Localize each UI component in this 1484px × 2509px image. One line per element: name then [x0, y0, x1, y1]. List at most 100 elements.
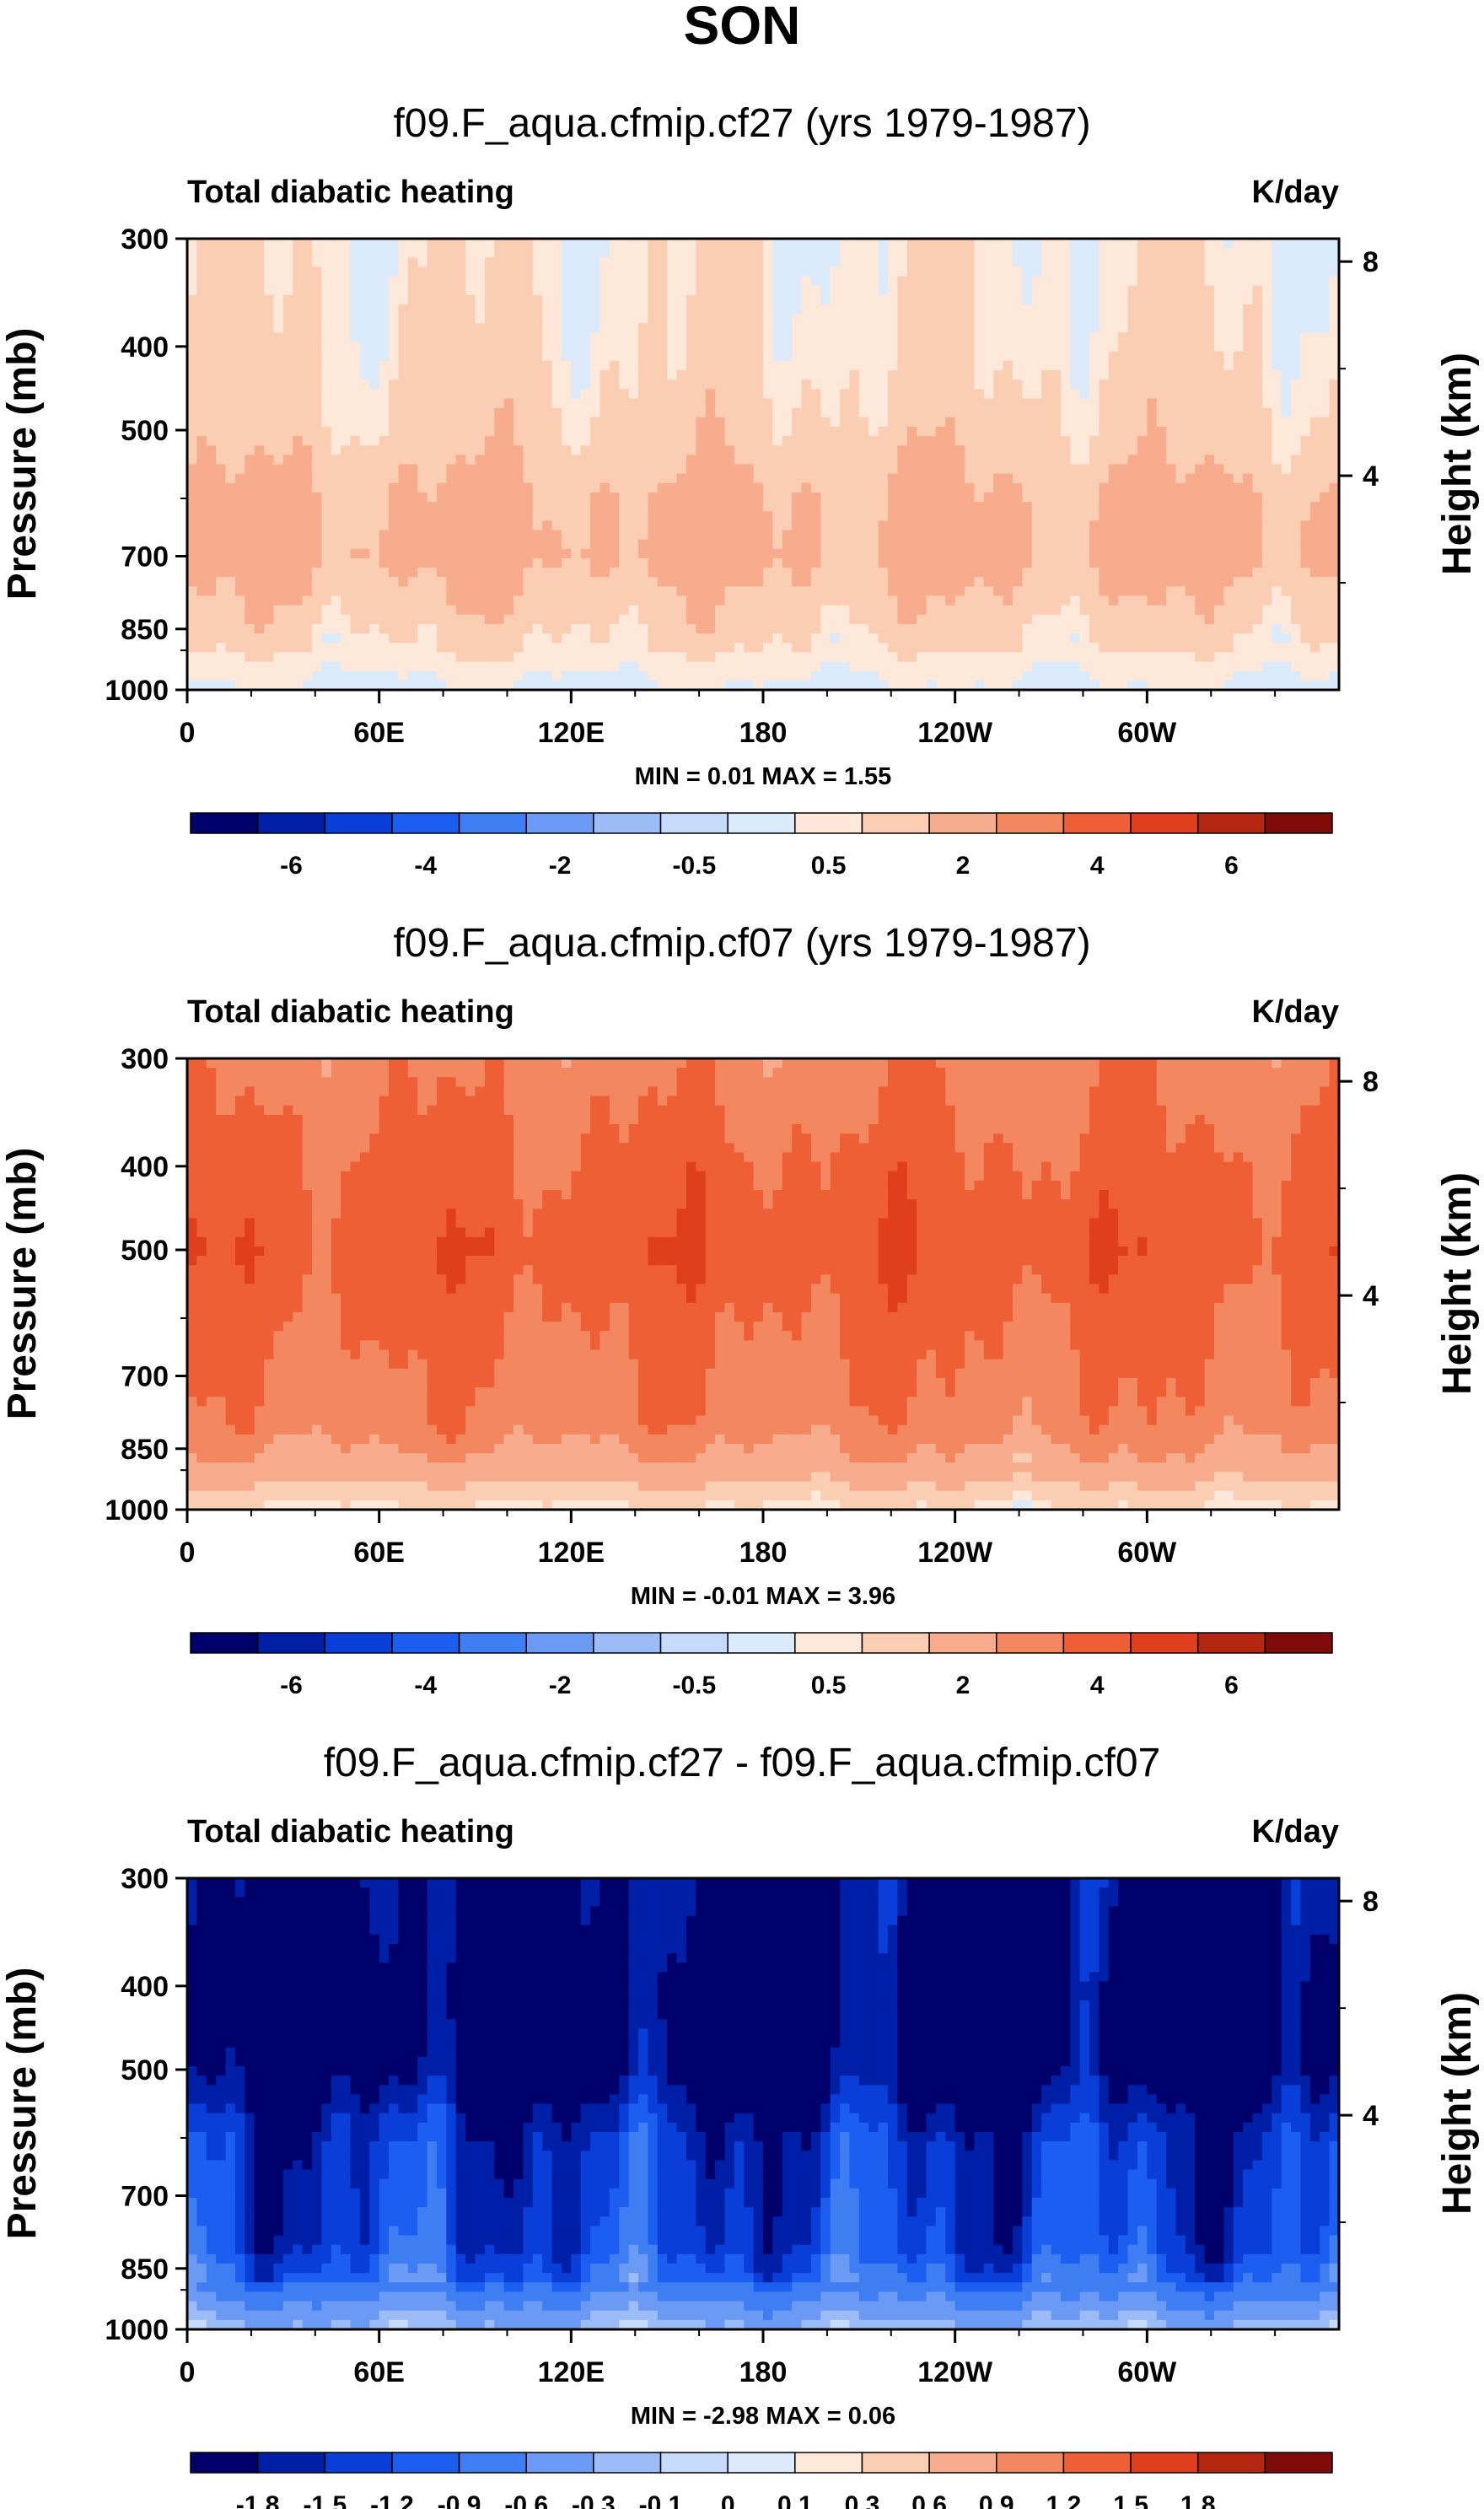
heatmap-cell — [600, 483, 610, 493]
heatmap-cell — [1022, 502, 1032, 512]
heatmap-cell — [840, 323, 850, 333]
heatmap-cell — [1243, 493, 1253, 503]
heatmap-cell — [1195, 615, 1205, 625]
heatmap-cell — [1195, 568, 1205, 578]
heatmap-cell — [993, 304, 1003, 315]
heatmap-cell — [1118, 445, 1128, 455]
heatmap-cell — [1175, 361, 1186, 371]
heatmap-cell — [792, 540, 802, 550]
heatmap-cell — [1070, 493, 1080, 503]
heatmap-cell — [398, 352, 408, 362]
figure-canvas: SON f09.F_aqua.cfmip.cf27 (yrs 1979-1987… — [0, 0, 1484, 2509]
heatmap-cell — [1118, 286, 1128, 296]
heatmap-cell — [619, 304, 629, 315]
heatmap-cell — [312, 465, 322, 475]
heatmap-cell — [264, 596, 274, 606]
heatmap-cell — [1118, 380, 1128, 390]
heatmap-cell — [696, 361, 706, 371]
heatmap-cell — [417, 314, 427, 324]
heatmap-cell — [273, 277, 283, 287]
heatmap-cell — [398, 277, 408, 287]
heatmap-cell — [1282, 427, 1292, 437]
heatmap-cell — [1013, 314, 1023, 324]
heatmap-cell — [1186, 277, 1196, 287]
heatmap-cell — [379, 474, 390, 484]
heatmap-cell — [264, 586, 274, 596]
heatmap-cell — [936, 398, 946, 408]
heatmap-cell — [398, 286, 408, 296]
heatmap-cell — [283, 248, 293, 258]
heatmap-cell — [571, 267, 581, 277]
heatmap-cell — [955, 380, 965, 390]
heatmap-cell — [840, 577, 850, 587]
heatmap-cell — [945, 577, 955, 587]
heatmap-cell — [485, 389, 495, 399]
heatmap-cell — [389, 483, 399, 493]
heatmap-cell — [264, 520, 274, 530]
heatmap-cell — [648, 417, 658, 428]
heatmap-cell — [744, 530, 754, 541]
heatmap-cell — [763, 549, 773, 559]
heatmap-cell — [831, 436, 841, 446]
heatmap-cell — [763, 352, 773, 362]
heatmap-cell — [303, 502, 313, 512]
heatmap-cell — [1089, 483, 1100, 493]
heatmap-cell — [533, 511, 543, 521]
heatmap-cell — [706, 577, 716, 587]
heatmap-cell — [1013, 427, 1023, 437]
heatmap-cell — [868, 427, 879, 437]
heatmap-cell — [1118, 361, 1128, 371]
heatmap-cell — [196, 408, 207, 418]
heatmap-cell — [1022, 314, 1032, 324]
heatmap-cell — [1166, 304, 1176, 315]
heatmap-cell — [974, 596, 984, 606]
heatmap-cell — [379, 427, 390, 437]
heatmap-cell — [485, 408, 495, 418]
heatmap-cell — [1022, 511, 1032, 521]
heatmap-cell — [504, 257, 514, 267]
heatmap-cell — [283, 568, 293, 578]
heatmap-cell — [1320, 568, 1330, 578]
heatmap-cell — [456, 427, 466, 437]
heatmap-cell — [216, 549, 226, 559]
heatmap-cell — [1118, 596, 1128, 606]
heatmap-cell — [936, 606, 946, 616]
heatmap-cell — [456, 239, 466, 249]
heatmap-cell — [456, 483, 466, 493]
heatmap-cell — [897, 483, 907, 493]
heatmap-cell — [513, 586, 524, 596]
heatmap-cell — [715, 314, 725, 324]
heatmap-cell — [581, 277, 591, 287]
heatmap-cell — [1320, 427, 1330, 437]
heatmap-cell — [888, 389, 898, 399]
heatmap-cell — [772, 520, 782, 530]
heatmap-cell — [504, 577, 514, 587]
heatmap-cell — [1253, 398, 1263, 408]
heatmap-cell — [1003, 493, 1014, 503]
heatmap-cell — [321, 286, 331, 296]
heatmap-cell — [283, 549, 293, 559]
heatmap-cell — [1128, 483, 1138, 493]
heatmap-cell — [927, 493, 937, 503]
heatmap-cell — [859, 342, 869, 353]
heatmap-cell — [1137, 493, 1148, 503]
heatmap-cell — [868, 398, 879, 408]
heatmap-cell — [811, 624, 821, 634]
heatmap-cell — [629, 380, 639, 390]
heatmap-cell — [513, 342, 524, 353]
heatmap-cell — [485, 568, 495, 578]
heatmap-cell — [782, 332, 793, 342]
heatmap-cell — [456, 286, 466, 296]
heatmap-cell — [715, 380, 725, 390]
heatmap-cell — [283, 239, 293, 249]
heatmap-cell — [936, 370, 946, 380]
heatmap-cell — [226, 332, 236, 342]
heatmap-cell — [446, 352, 456, 362]
heatmap-cell — [437, 332, 447, 342]
heatmap-cell — [610, 445, 620, 455]
heatmap-cell — [379, 606, 390, 616]
heatmap-cell — [734, 549, 745, 559]
heatmap-cell — [1186, 295, 1196, 305]
heatmap-cell — [868, 577, 879, 587]
heatmap-cell — [1137, 530, 1148, 541]
